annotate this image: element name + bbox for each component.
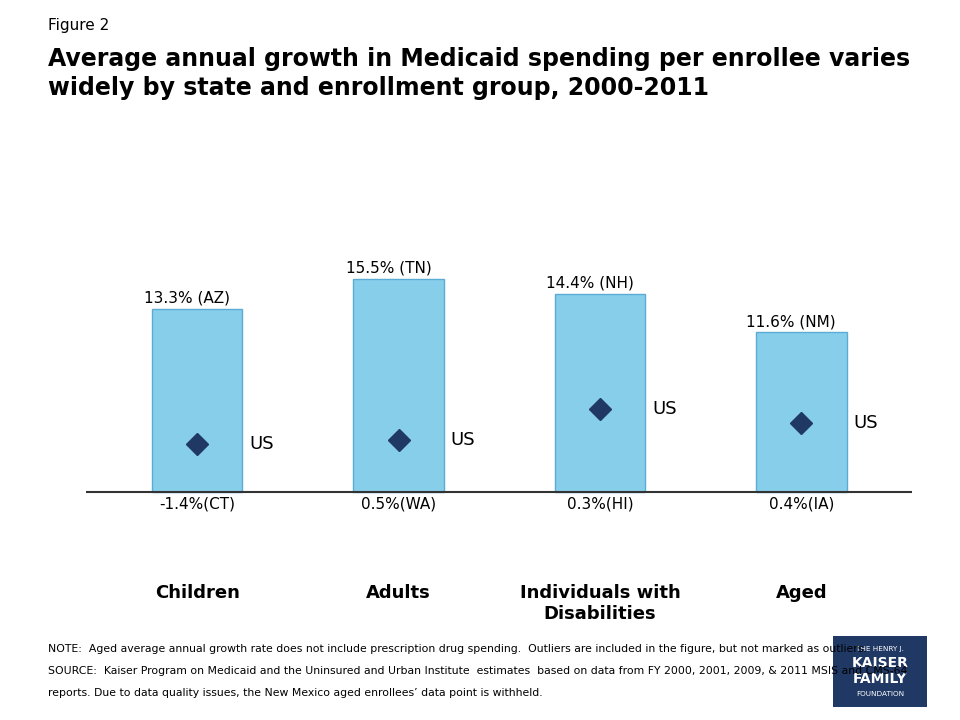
Text: Figure 2: Figure 2 [48,18,109,33]
Text: US: US [250,435,275,453]
Text: 0.5%(WA): 0.5%(WA) [361,496,436,511]
Text: 0.3%(HI): 0.3%(HI) [566,496,634,511]
Text: FOUNDATION: FOUNDATION [856,691,904,698]
Text: -1.4%(CT): -1.4%(CT) [159,496,235,511]
Text: US: US [451,431,475,449]
Text: US: US [652,400,677,418]
Text: NOTE:  Aged average annual growth rate does not include prescription drug spendi: NOTE: Aged average annual growth rate do… [48,644,867,654]
Bar [152,309,243,492]
Text: US: US [853,414,878,432]
Text: reports. Due to data quality issues, the New Mexico aged enrollees’ data point i: reports. Due to data quality issues, the… [48,688,542,698]
Text: SOURCE:  Kaiser Program on Medicaid and the Uninsured and Urban Institute  estim: SOURCE: Kaiser Program on Medicaid and t… [48,666,907,676]
Text: Average annual growth in Medicaid spending per enrollee varies
widely by state a: Average annual growth in Medicaid spendi… [48,47,910,99]
Bar [555,294,645,492]
Text: 14.4% (NH): 14.4% (NH) [546,276,634,291]
Text: 15.5% (TN): 15.5% (TN) [346,261,431,276]
Text: THE HENRY J.: THE HENRY J. [856,646,904,652]
Text: 0.4%(IA): 0.4%(IA) [769,496,834,511]
Text: 13.3% (AZ): 13.3% (AZ) [144,291,230,305]
Bar [353,279,444,492]
Bar [756,333,847,492]
Text: FAMILY: FAMILY [853,672,907,686]
Text: KAISER: KAISER [852,657,909,670]
Text: 11.6% (NM): 11.6% (NM) [746,314,836,329]
